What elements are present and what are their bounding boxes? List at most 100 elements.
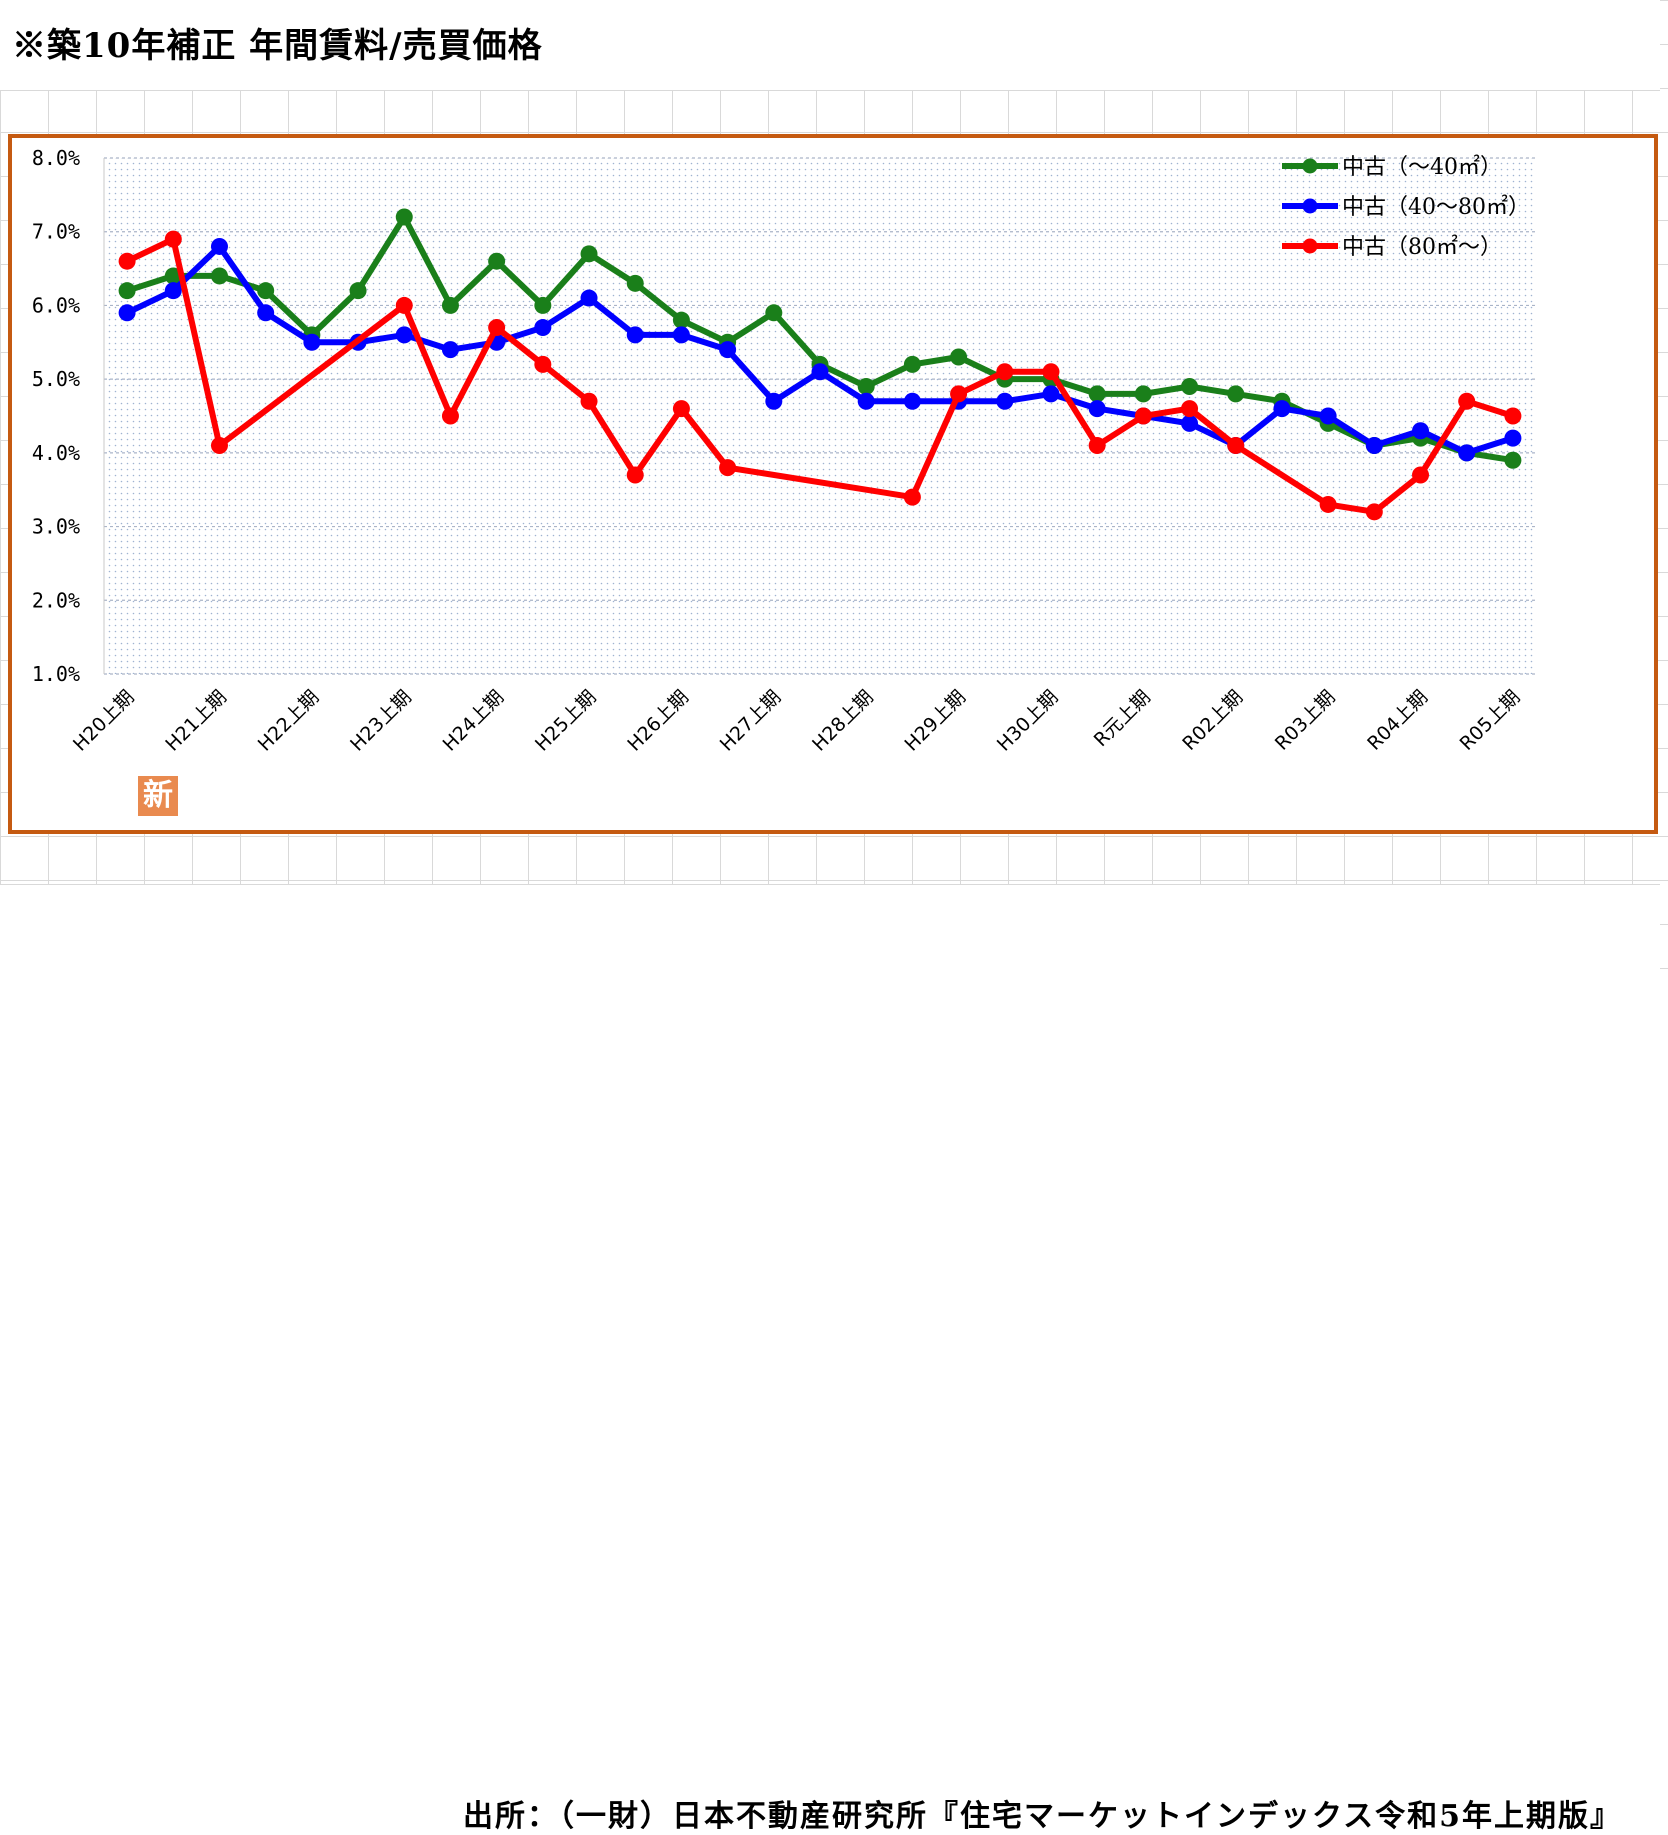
- y-tick-label: 1.0%: [32, 662, 80, 686]
- x-tick-label: H26上期: [623, 686, 693, 756]
- data-point: [857, 392, 875, 410]
- data-point: [672, 311, 690, 329]
- y-tick-label: 6.0%: [32, 293, 80, 317]
- y-tick-label: 7.0%: [32, 220, 80, 244]
- y-tick-label: 8.0%: [32, 146, 80, 170]
- data-point: [1227, 436, 1245, 454]
- data-point: [1504, 451, 1522, 469]
- data-point: [1458, 392, 1476, 410]
- x-tick-label: R元上期: [1090, 686, 1155, 751]
- data-point: [1181, 400, 1199, 418]
- data-point: [210, 436, 228, 454]
- y-tick-label: 3.0%: [32, 515, 80, 539]
- data-point: [1088, 400, 1106, 418]
- data-point: [765, 392, 783, 410]
- data-point: [950, 348, 968, 366]
- data-point: [580, 245, 598, 263]
- data-point: [534, 355, 552, 373]
- x-tick-label: R02上期: [1178, 686, 1247, 755]
- data-point: [1042, 363, 1060, 381]
- x-tick-label: R03上期: [1271, 686, 1340, 755]
- legend-entry: 中古（80㎡～）: [1282, 234, 1502, 260]
- data-point: [441, 407, 459, 425]
- data-point: [1042, 385, 1060, 403]
- data-point: [257, 304, 275, 322]
- legend-swatch-marker: [1302, 158, 1318, 174]
- x-tick-label: H24上期: [439, 686, 509, 756]
- data-point: [1319, 495, 1337, 513]
- data-point: [164, 230, 182, 248]
- data-point: [857, 378, 875, 396]
- data-point: [903, 488, 921, 506]
- data-point: [1227, 385, 1245, 403]
- x-tick-label: H25上期: [531, 686, 601, 756]
- source-band: 出所：（一財）日本不動産研究所『住宅マーケットインデックス令和5年上期版』: [0, 884, 1660, 1834]
- data-point: [672, 326, 690, 344]
- data-point: [441, 296, 459, 314]
- data-point: [1181, 378, 1199, 396]
- data-point: [1273, 400, 1291, 418]
- legend: 中古（～40㎡） 中古（40～80㎡） 中古（80㎡～）: [1282, 154, 1530, 260]
- data-point: [534, 319, 552, 337]
- data-point: [1181, 414, 1199, 432]
- data-point: [1088, 385, 1106, 403]
- title-band: ※築10年補正 年間賃料/売買価格: [0, 0, 1660, 91]
- data-point: [395, 208, 413, 226]
- x-tick-label: H23上期: [346, 686, 416, 756]
- data-point: [950, 385, 968, 403]
- data-point: [1412, 466, 1430, 484]
- data-point: [1365, 436, 1383, 454]
- data-point: [395, 326, 413, 344]
- data-point: [626, 326, 644, 344]
- data-point: [765, 304, 783, 322]
- series-layer: [118, 208, 1522, 521]
- data-point: [349, 282, 367, 300]
- data-point: [626, 466, 644, 484]
- series-3: [118, 230, 1522, 521]
- data-point: [164, 282, 182, 300]
- legend-entry: 中古（～40㎡）: [1282, 154, 1502, 180]
- data-point: [903, 355, 921, 373]
- y-tick-label: 5.0%: [32, 367, 80, 391]
- x-axis: H20上期 H21上期 H22上期 H23上期 H24上期 H25上期 H26上期 H27上期…: [69, 686, 1524, 756]
- chart-frame[interactable]: 1.0% 2.0% 3.0% 4.0% 5.0% 6.0% 7.0% 8.0% H20上期 H2…: [8, 134, 1658, 834]
- x-tick-label: H28上期: [808, 686, 878, 756]
- data-point: [719, 459, 737, 477]
- data-point: [534, 296, 552, 314]
- data-point: [580, 392, 598, 410]
- new-badge: 新: [138, 776, 178, 816]
- legend-entry: 中古（40～80㎡）: [1282, 194, 1530, 220]
- data-point: [488, 252, 506, 270]
- legend-label: 中古（～40㎡）: [1342, 154, 1502, 180]
- page-title: ※築10年補正 年間賃料/売買価格: [12, 26, 543, 66]
- x-tick-label: H27上期: [716, 686, 786, 756]
- data-point: [1458, 444, 1476, 462]
- x-tick-label: H21上期: [161, 686, 231, 756]
- data-point: [580, 289, 598, 307]
- data-point: [996, 392, 1014, 410]
- data-point: [441, 341, 459, 359]
- y-tick-label: 4.0%: [32, 441, 80, 465]
- data-point: [1134, 407, 1152, 425]
- data-point: [626, 274, 644, 292]
- x-tick-label: H22上期: [254, 686, 324, 756]
- data-point: [395, 296, 413, 314]
- data-point: [488, 319, 506, 337]
- data-point: [811, 363, 829, 381]
- y-axis: 1.0% 2.0% 3.0% 4.0% 5.0% 6.0% 7.0% 8.0%: [32, 146, 80, 686]
- data-point: [1504, 407, 1522, 425]
- legend-swatch-marker: [1302, 238, 1318, 254]
- data-point: [719, 341, 737, 359]
- x-tick-label: H30上期: [993, 686, 1063, 756]
- data-point: [672, 400, 690, 418]
- data-point: [118, 282, 136, 300]
- x-tick-label: R05上期: [1456, 686, 1525, 755]
- data-point: [1319, 407, 1337, 425]
- data-point: [118, 252, 136, 270]
- legend-swatch-marker: [1302, 198, 1318, 214]
- data-point: [1088, 436, 1106, 454]
- data-point: [996, 363, 1014, 381]
- source-note: 出所：（一財）日本不動産研究所『住宅マーケットインデックス令和5年上期版』: [463, 1799, 1622, 1834]
- data-point: [1504, 429, 1522, 447]
- line-chart: 1.0%2.0%3.0%4.0%5.0%6.0%7.0%8.0% H20上期 H2…: [32, 146, 1536, 756]
